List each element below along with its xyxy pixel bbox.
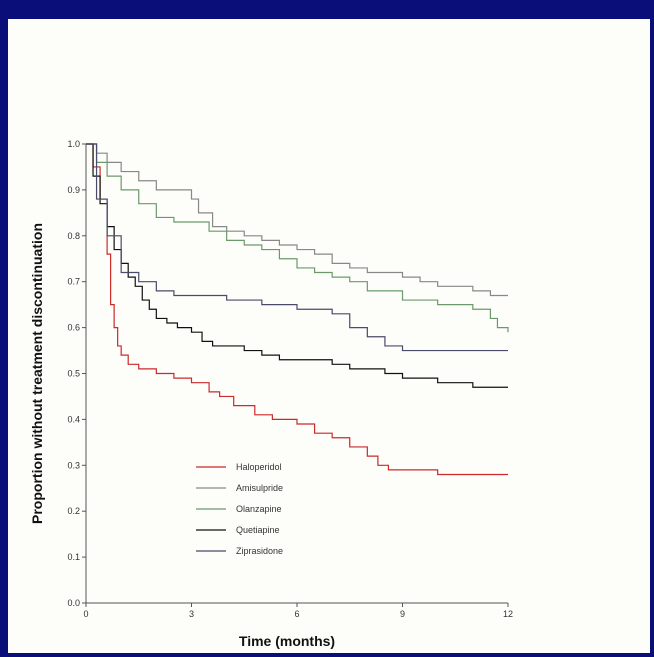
y-tick-label: 0.9 [67,185,80,195]
y-tick-label: 0.1 [67,552,80,562]
series-line-olanzapine [86,143,509,333]
y-tick-label: 0.8 [67,231,80,241]
x-tick-label: 0 [83,609,88,619]
series-line-haloperidol [86,143,508,476]
axes: 0.0 0.1 0.2 0.3 0.4 0.5 0.6 0.7 0.8 0.9 1.0 0 3 6 9 12 [67,139,513,619]
x-tick-label: 9 [400,609,405,619]
y-tick-label: 0.5 [67,369,80,379]
legend-label: Amisulpride [236,483,283,493]
y-tick-label: 0.3 [67,460,80,470]
y-axis-title: Proportion without treatment discontinua… [29,223,45,524]
y-tick-label: 0.0 [67,598,80,608]
x-tick-label: 12 [503,609,513,619]
series-layer [86,143,509,476]
series-line-amisulpride [86,143,508,297]
survival-chart: 0.00.10.20.30.40.50.60.70.80.91.00 3 6 9 12 … [29,139,513,649]
series-line-ziprasidone [86,143,508,352]
y-tick-label: 0.6 [67,323,80,333]
y-tick-label: 0.2 [67,506,80,516]
y-tick-label: 0.4 [67,414,80,424]
x-axis-title: Time (months) [239,633,335,649]
chart-panel: 0.0 0.1 0.2 0.3 0.4 0.5 0.6 0.7 0.8 0.9 1.0 0 3 6 9 12 … [8,19,650,653]
x-tick-label: 3 [189,609,194,619]
legend-label: Haloperidol [236,462,282,472]
legend-label: Ziprasidone [236,546,283,556]
y-tick-label: 0.7 [67,277,80,287]
series-line-quetiapine [86,143,508,388]
legend-label: Quetiapine [236,525,280,535]
legend-label: Olanzapine [236,504,282,514]
y-tick-label: 1.0 [67,139,80,149]
x-tick-label: 6 [294,609,299,619]
legend: Haloperidol Amisulpride Olanzapine Quetiapi… [196,462,283,556]
